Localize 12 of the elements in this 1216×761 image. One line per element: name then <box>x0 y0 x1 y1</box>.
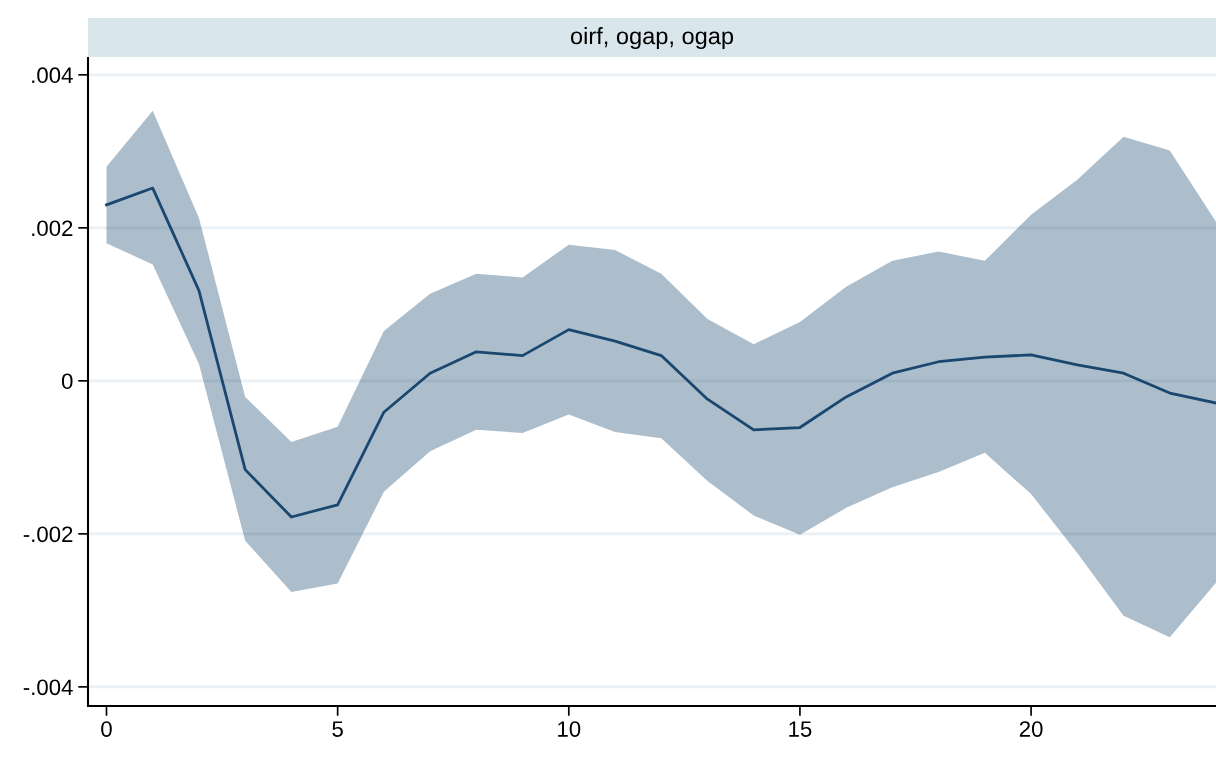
x-tick-label: 15 <box>789 721 812 737</box>
x-tick-label: 0 <box>101 721 112 737</box>
y-tick-label: -.002 <box>23 526 73 543</box>
chart-title: oirf, ogap, ogap <box>570 27 734 50</box>
y-tick-label: .004 <box>32 67 73 84</box>
line-series <box>105 186 1216 519</box>
y-tick-label: 0 <box>61 373 73 390</box>
y-tick-label: -.004 <box>23 679 73 696</box>
y-tick-label: .002 <box>32 220 73 237</box>
x-tick-label: 5 <box>332 721 343 737</box>
x-tick-label: 10 <box>558 721 581 737</box>
x-tick-label: 20 <box>1019 721 1043 737</box>
